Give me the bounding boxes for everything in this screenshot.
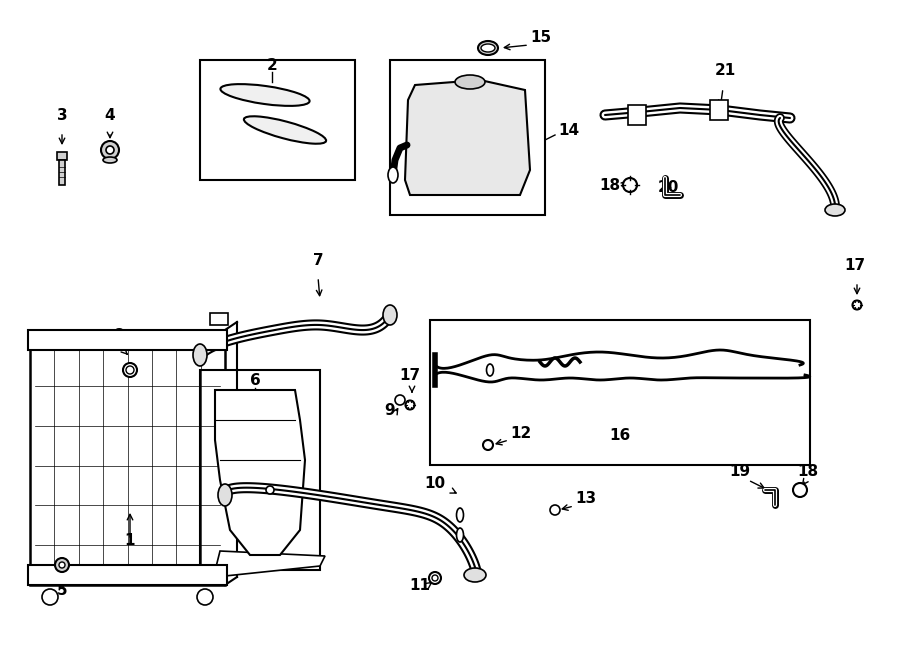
Ellipse shape xyxy=(793,483,807,497)
Text: 10: 10 xyxy=(424,476,445,491)
Bar xyxy=(200,370,320,570)
Ellipse shape xyxy=(429,572,441,584)
Ellipse shape xyxy=(487,364,493,376)
Text: 13: 13 xyxy=(575,491,596,506)
Ellipse shape xyxy=(456,508,464,522)
Ellipse shape xyxy=(825,204,845,216)
Ellipse shape xyxy=(388,167,398,183)
Ellipse shape xyxy=(483,440,493,450)
Ellipse shape xyxy=(623,178,637,192)
Text: 17: 17 xyxy=(400,368,420,383)
Ellipse shape xyxy=(550,505,560,515)
Text: 20: 20 xyxy=(657,180,679,195)
Bar xyxy=(210,313,228,325)
Bar xyxy=(390,60,545,215)
Text: 19: 19 xyxy=(729,464,751,479)
Text: 6: 6 xyxy=(249,373,260,388)
Polygon shape xyxy=(215,390,305,555)
Text: 16: 16 xyxy=(609,428,631,443)
Bar xyxy=(28,330,227,350)
Circle shape xyxy=(42,589,58,605)
Bar xyxy=(430,320,810,465)
Ellipse shape xyxy=(123,363,137,377)
Text: 5: 5 xyxy=(57,583,68,598)
Ellipse shape xyxy=(432,575,438,581)
Text: 2: 2 xyxy=(266,58,277,73)
Bar xyxy=(57,152,67,160)
Ellipse shape xyxy=(126,366,134,374)
Text: 17: 17 xyxy=(844,258,866,273)
Bar xyxy=(628,105,646,125)
Ellipse shape xyxy=(395,395,405,405)
Text: 12: 12 xyxy=(510,426,531,441)
Ellipse shape xyxy=(218,484,232,506)
Ellipse shape xyxy=(103,157,117,163)
Ellipse shape xyxy=(481,44,495,52)
Text: 15: 15 xyxy=(530,30,551,45)
Ellipse shape xyxy=(244,116,326,143)
Circle shape xyxy=(197,589,213,605)
Text: 14: 14 xyxy=(558,123,579,138)
Ellipse shape xyxy=(59,562,65,568)
Ellipse shape xyxy=(106,146,114,154)
Ellipse shape xyxy=(266,486,274,494)
Ellipse shape xyxy=(455,75,485,89)
Ellipse shape xyxy=(101,141,119,159)
Bar xyxy=(200,60,355,180)
Ellipse shape xyxy=(55,558,69,572)
Ellipse shape xyxy=(406,401,415,410)
Ellipse shape xyxy=(464,568,486,582)
Bar xyxy=(59,160,65,185)
Ellipse shape xyxy=(852,301,861,309)
Text: 18: 18 xyxy=(797,464,819,479)
Ellipse shape xyxy=(456,528,464,542)
Ellipse shape xyxy=(383,305,397,325)
Text: 9: 9 xyxy=(384,403,395,418)
Text: 11: 11 xyxy=(410,578,430,593)
Polygon shape xyxy=(215,551,325,576)
Text: 18: 18 xyxy=(599,178,621,193)
Ellipse shape xyxy=(193,344,207,366)
Text: 1: 1 xyxy=(125,533,135,548)
Text: 3: 3 xyxy=(57,108,68,123)
Ellipse shape xyxy=(478,41,498,55)
Polygon shape xyxy=(405,80,530,195)
Bar xyxy=(30,330,225,585)
Ellipse shape xyxy=(220,84,310,106)
Text: 7: 7 xyxy=(312,253,323,268)
Text: 4: 4 xyxy=(104,108,115,123)
Text: 8: 8 xyxy=(112,328,123,343)
Text: 21: 21 xyxy=(715,63,735,78)
Bar xyxy=(710,100,728,120)
Bar xyxy=(28,565,227,585)
